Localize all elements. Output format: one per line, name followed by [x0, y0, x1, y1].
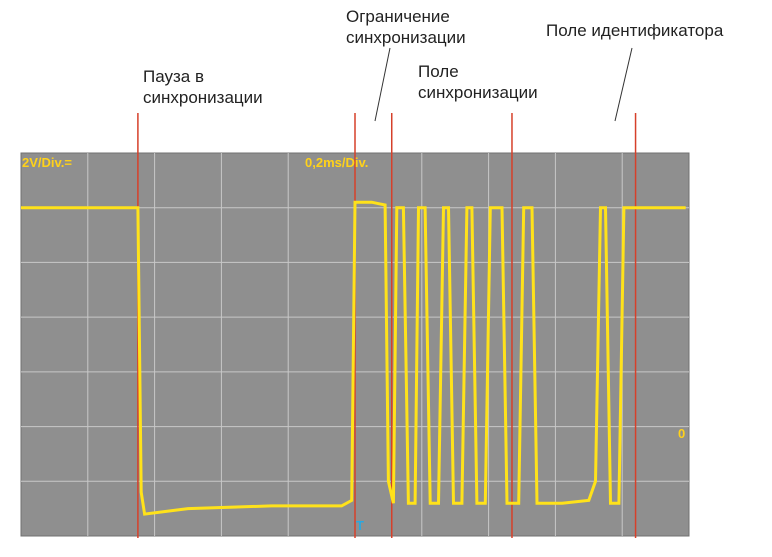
label-sync-limit-line2: синхронизации — [346, 28, 466, 47]
label-sync-field-line1: Поле — [418, 62, 459, 81]
label-id-field: Поле идентификатора — [546, 20, 723, 41]
label-sync-field: Поле синхронизации — [418, 61, 538, 103]
label-sync-pause-line1: Пауза в — [143, 67, 204, 86]
trigger-marker: T — [356, 518, 364, 533]
label-sync-limit-line1: Ограничение — [346, 7, 450, 26]
label-sync-pause: Пауза в синхронизации — [143, 66, 263, 108]
label-sync-pause-line2: синхронизации — [143, 88, 263, 107]
time-per-div-label: 0,2ms/Div. — [305, 155, 368, 170]
label-sync-limit: Ограничение синхронизации — [346, 6, 466, 48]
pointer-sync-limit — [374, 47, 391, 122]
label-id-field-line1: Поле идентификатора — [546, 21, 724, 40]
marker-lines — [137, 113, 637, 538]
label-sync-field-line2: синхронизации — [418, 83, 538, 102]
ground-level-marker: 0 — [678, 426, 685, 441]
volt-per-div-label: 2V/Div.= — [22, 155, 72, 170]
pointer-id-field — [614, 47, 633, 122]
signal-trace — [21, 200, 686, 516]
